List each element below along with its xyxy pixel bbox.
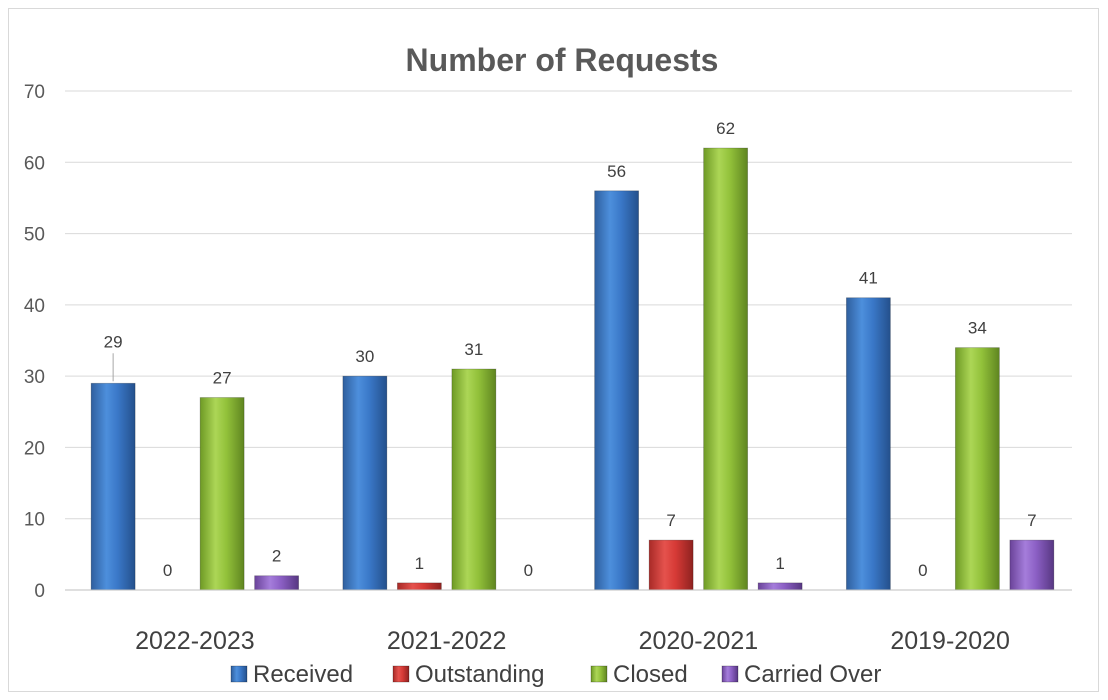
y-tick-label: 20 [24,438,45,459]
chart-frame: Number of Requests 0 10 20 30 40 50 60 70 29 0 27… [8,8,1099,692]
x-category-label: 2020-2021 [639,627,759,655]
data-label: 0 [163,561,172,580]
bar-outstanding [396,582,442,591]
bar-outstanding [648,539,694,591]
legend-swatch [392,665,410,683]
legend-swatch [721,665,739,683]
x-category-label: 2021-2022 [387,627,507,655]
data-label: 62 [716,119,735,138]
y-tick-label: 50 [24,225,45,246]
data-label: 0 [524,561,533,580]
bars: 29 0 27 2 30 1 31 0 56 7 62 1 41 0 34 7 [90,119,1055,591]
data-label: 7 [666,511,675,530]
bar-carried-over [757,582,803,591]
legend: Received Outstanding Closed Carried Over [230,661,881,688]
legend-swatch [230,665,248,683]
y-tick-label: 30 [24,367,45,388]
bar-closed [451,368,497,591]
data-label: 30 [355,347,374,366]
legend-label: Received [253,661,353,688]
legend-swatch [590,665,608,683]
bar-carried-over [1009,539,1055,591]
y-tick-label: 10 [24,510,45,531]
bar-received [342,375,388,591]
legend-label: Outstanding [415,661,544,688]
data-label: 1 [415,554,424,573]
data-label: 41 [859,269,878,288]
chart-title: Number of Requests [406,42,719,78]
y-tick-label: 0 [34,581,45,602]
data-label: 0 [918,561,927,580]
bar-received [845,297,891,591]
data-label: 27 [213,369,232,388]
x-category-label: 2019-2020 [890,627,1010,655]
data-label: 29 [104,332,123,351]
legend-item-carried-over: Carried Over [721,661,881,688]
data-label: 34 [968,319,987,338]
y-tick-label: 70 [24,82,45,103]
legend-item-received: Received [230,661,353,688]
y-tick-label: 40 [24,296,45,317]
data-label: 2 [272,547,281,566]
bar-closed [703,147,749,591]
data-label: 31 [464,340,483,359]
y-axis: 0 10 20 30 40 50 60 70 [24,82,45,602]
bar-closed [954,347,1000,591]
data-label: 7 [1027,511,1036,530]
legend-item-closed: Closed [590,661,688,688]
legend-item-outstanding: Outstanding [392,661,544,688]
bar-closed [199,397,245,591]
legend-label: Closed [613,661,688,688]
data-label: 1 [775,554,784,573]
bar-received [90,382,136,591]
x-axis: 2022-2023 2021-2022 2020-2021 2019-2020 [65,589,1072,655]
data-label: 56 [607,162,626,181]
bar-received [594,190,640,591]
y-tick-label: 60 [24,153,45,174]
legend-label: Carried Over [744,661,881,688]
x-category-label: 2022-2023 [135,627,255,655]
bar-carried-over [254,575,300,591]
